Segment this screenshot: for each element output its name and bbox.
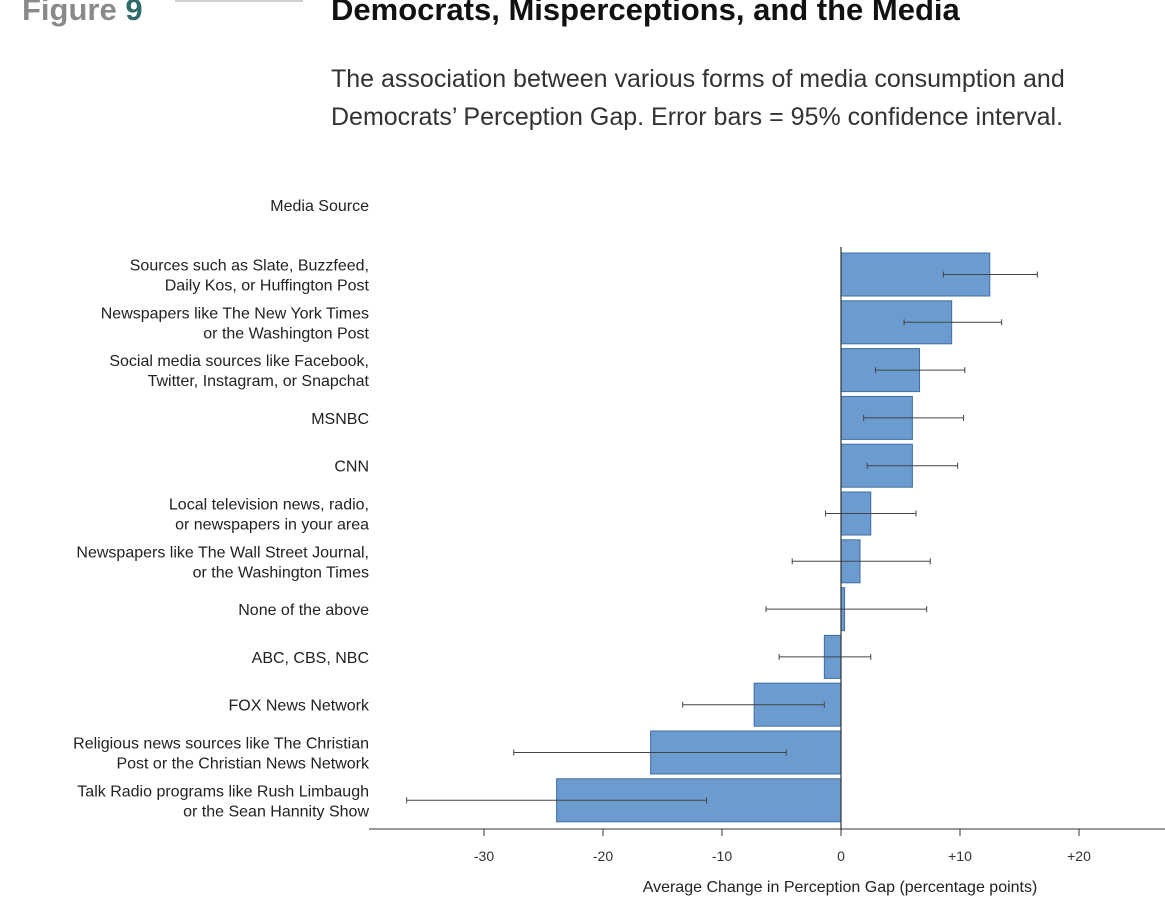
x-tick-label-5: +20	[1067, 848, 1091, 864]
error-bar-4	[866, 462, 959, 469]
x-tick-label-2: -10	[712, 848, 732, 864]
header-rule	[175, 0, 303, 2]
category-label-8: ABC, CBS, NBC	[252, 650, 369, 667]
error-bar-8	[778, 653, 872, 660]
category-label-0: Sources such as Slate, Buzzfeed, Daily Ko…	[130, 258, 370, 295]
x-tick-label-4: +10	[948, 848, 972, 864]
category-label-4: CNN	[334, 459, 369, 476]
error-bars-layer	[406, 271, 1038, 804]
category-header: Media Source	[270, 198, 369, 215]
figure-number: 9	[125, 0, 143, 27]
error-bar-7	[765, 606, 928, 613]
category-label-6: Newspapers like The Wall Street Journal,…	[76, 544, 369, 581]
category-label-10: Religious news sources like The Christia…	[73, 736, 370, 773]
chart-subtitle: The association between various forms of…	[331, 65, 1065, 131]
category-label-3: MSNBC	[311, 411, 369, 428]
chart-title: Democrats, Misperceptions, and the Media	[331, 0, 960, 27]
category-labels-layer: Sources such as Slate, Buzzfeed, Daily Ko…	[73, 258, 370, 821]
category-label-2: Social media sources like Facebook, Twitt…	[109, 353, 369, 390]
error-bar-3	[863, 414, 965, 421]
x-ticks-layer: -30 -20 -10 0 +10 +20	[474, 829, 1091, 864]
error-bar-6	[791, 558, 931, 565]
figure-label: Figure 9	[22, 0, 143, 28]
category-label-11: Talk Radio programs like Rush Limbaugh or…	[77, 783, 369, 820]
x-axis-label: Average Change in Perception Gap (percen…	[643, 879, 1038, 896]
x-tick-label-0: -30	[474, 848, 494, 864]
figure-word: Figure	[22, 0, 117, 27]
error-bar-11	[406, 797, 708, 804]
category-label-5: Local television news, radio, or newspape…	[169, 497, 369, 534]
x-tick-label-3: 0	[837, 848, 845, 864]
category-label-7: None of the above	[238, 602, 369, 619]
error-bar-10	[513, 749, 787, 756]
error-bar-0	[942, 271, 1038, 278]
bars-layer	[556, 252, 991, 823]
error-bar-9	[682, 701, 825, 708]
category-label-1: Newspapers like The New York Times or the…	[101, 305, 370, 342]
error-bar-1	[903, 319, 1003, 326]
category-label-9: FOX News Network	[229, 698, 370, 715]
x-tick-label-1: -20	[593, 848, 613, 864]
error-bar-2	[875, 367, 966, 374]
